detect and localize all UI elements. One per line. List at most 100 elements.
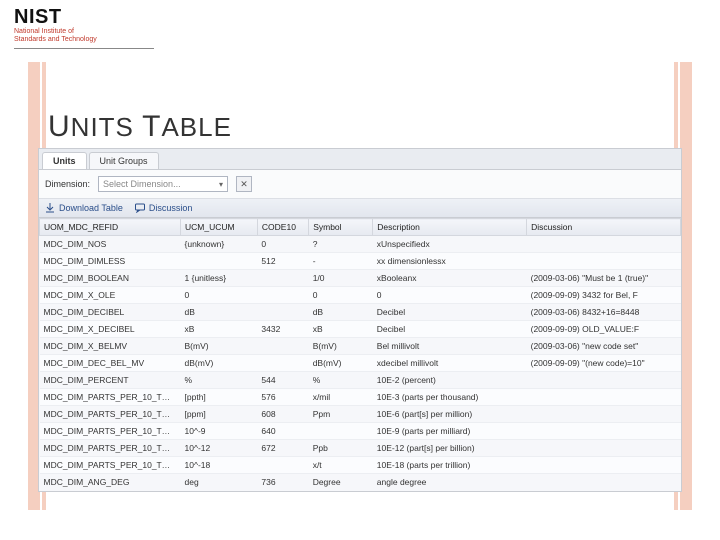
table-row[interactable]: MDC_DIM_PARTS_PER_10_TO_1810^-18x/t10E-1…	[40, 457, 681, 474]
table-row[interactable]: MDC_DIM_PARTS_PER_10_TO_1210^-12672Ppb10…	[40, 440, 681, 457]
table-row[interactable]: MDC_DIM_DECIBELdBdBDecibel(2009-03-06) 8…	[40, 304, 681, 321]
table-cell: B(mV)	[309, 338, 373, 355]
discussion-icon	[135, 203, 145, 213]
table-cell: MDC_DIM_BOOLEAN	[40, 270, 181, 287]
table-cell: 3432	[257, 321, 308, 338]
table-cell	[527, 253, 681, 270]
table-cell: MDC_DIM_ANG_DEG	[40, 474, 181, 489]
table-cell: 672	[257, 440, 308, 457]
table-cell: 544	[257, 372, 308, 389]
table-cell: x/mil	[309, 389, 373, 406]
table-row[interactable]: MDC_DIM_NOS{unknown}0?xUnspecifiedx	[40, 236, 681, 253]
table-cell: MDC_DIM_PERCENT	[40, 372, 181, 389]
table-cell: -	[309, 253, 373, 270]
table-cell: dB	[181, 304, 258, 321]
table-cell: MDC_DIM_PARTS_PER_10_TO_3	[40, 389, 181, 406]
table-cell: 10^-9	[181, 423, 258, 440]
table-cell: 0	[309, 287, 373, 304]
table-row[interactable]: MDC_DIM_ANG_DEGdeg736Degreeangle degree	[40, 474, 681, 489]
logo-underline	[14, 48, 154, 49]
table-cell: %	[309, 372, 373, 389]
table-cell: 736	[257, 474, 308, 489]
table-cell	[527, 423, 681, 440]
table-cell: (2009-03-06) "new code set"	[527, 338, 681, 355]
table-cell	[257, 338, 308, 355]
table-cell: MDC_DIM_X_DECIBEL	[40, 321, 181, 338]
table-cell: [ppm]	[181, 406, 258, 423]
table-cell	[527, 474, 681, 489]
table-cell: MDC_DIM_PARTS_PER_10_TO_12	[40, 440, 181, 457]
table-cell: dB(mV)	[309, 355, 373, 372]
dimension-label: Dimension:	[45, 179, 90, 189]
table-cell	[257, 270, 308, 287]
chevron-down-icon: ▾	[219, 180, 223, 189]
dimension-select[interactable]: Select Dimension... ▾	[98, 176, 228, 192]
table-cell	[257, 457, 308, 474]
download-table-button[interactable]: Download Table	[45, 203, 123, 213]
table-row[interactable]: MDC_DIM_PARTS_PER_10_TO_3[ppth]576x/mil1…	[40, 389, 681, 406]
col-header[interactable]: Description	[373, 219, 527, 236]
table-row[interactable]: MDC_DIM_X_BELMVB(mV)B(mV)Bel millivolt(2…	[40, 338, 681, 355]
table-cell: 1/0	[309, 270, 373, 287]
col-header[interactable]: Symbol	[309, 219, 373, 236]
table-cell: 0	[373, 287, 527, 304]
table-cell	[181, 253, 258, 270]
col-header[interactable]: CODE10	[257, 219, 308, 236]
table-cell: (2009-09-09) 3432 for Bel, F	[527, 287, 681, 304]
discussion-button[interactable]: Discussion	[135, 203, 193, 213]
tab-units[interactable]: Units	[42, 152, 87, 169]
table-cell: 10E-2 (percent)	[373, 372, 527, 389]
table-cell: 10^-12	[181, 440, 258, 457]
table-cell: 0	[181, 287, 258, 304]
table-cell: MDC_DIM_DEC_BEL_MV	[40, 355, 181, 372]
table-cell: Ppm	[309, 406, 373, 423]
table-cell: Decibel	[373, 304, 527, 321]
table-header-row: UOM_MDC_REFID UCM_UCUM CODE10 Symbol Des…	[40, 219, 681, 236]
table-cell: 10E-18 (parts per trillion)	[373, 457, 527, 474]
table-cell: (2009-03-06) 8432+16=8448	[527, 304, 681, 321]
table-cell: Ppb	[309, 440, 373, 457]
table-cell: xdecibel millivolt	[373, 355, 527, 372]
col-header[interactable]: UCM_UCUM	[181, 219, 258, 236]
table-cell	[309, 423, 373, 440]
table-row[interactable]: MDC_DIM_PARTS_PER_10_TO_6[ppm]608Ppm10E-…	[40, 406, 681, 423]
table-cell: 10E-6 (part[s] per million)	[373, 406, 527, 423]
table-cell: %	[181, 372, 258, 389]
table-cell	[257, 304, 308, 321]
grid-toolbar: Download Table Discussion	[39, 199, 681, 218]
table-cell: x/t	[309, 457, 373, 474]
clear-filter-button[interactable]: ✕	[236, 176, 252, 192]
grid-scroll[interactable]: UOM_MDC_REFID UCM_UCUM CODE10 Symbol Des…	[39, 218, 681, 488]
table-cell: xBooleanx	[373, 270, 527, 287]
table-row[interactable]: MDC_DIM_X_OLE000(2009-09-09) 3432 for Be…	[40, 287, 681, 304]
table-cell	[527, 389, 681, 406]
table-row[interactable]: MDC_DIM_DEC_BEL_MVdB(mV)dB(mV)xdecibel m…	[40, 355, 681, 372]
table-cell: MDC_DIM_PARTS_PER_10_TO_18	[40, 457, 181, 474]
table-cell	[257, 287, 308, 304]
download-icon	[45, 203, 55, 213]
col-header[interactable]: UOM_MDC_REFID	[40, 219, 181, 236]
table-cell: xB	[309, 321, 373, 338]
table-cell: xB	[181, 321, 258, 338]
table-cell	[257, 355, 308, 372]
tab-unit-groups[interactable]: Unit Groups	[89, 152, 159, 169]
table-cell: (2009-03-06) "Must be 1 (true)"	[527, 270, 681, 287]
table-cell: B(mV)	[181, 338, 258, 355]
col-header[interactable]: Discussion	[527, 219, 681, 236]
table-cell: dB(mV)	[181, 355, 258, 372]
table-cell: 512	[257, 253, 308, 270]
table-cell: MDC_DIM_DIMLESS	[40, 253, 181, 270]
table-cell: MDC_DIM_DECIBEL	[40, 304, 181, 321]
table-cell: 10E-3 (parts per thousand)	[373, 389, 527, 406]
table-row[interactable]: MDC_DIM_DIMLESS512-xx dimensionlessx	[40, 253, 681, 270]
table-cell: angle degree	[373, 474, 527, 489]
page-title: UNITS TABLE	[48, 110, 232, 144]
table-cell: ?	[309, 236, 373, 253]
table-cell: MDC_DIM_PARTS_PER_10_TO_6	[40, 406, 181, 423]
table-row[interactable]: MDC_DIM_PARTS_PER_10_TO_910^-964010E-9 (…	[40, 423, 681, 440]
table-row[interactable]: MDC_DIM_PERCENT%544%10E-2 (percent)	[40, 372, 681, 389]
table-row[interactable]: MDC_DIM_X_DECIBELxB3432xBDecibel(2009-09…	[40, 321, 681, 338]
table-row[interactable]: MDC_DIM_BOOLEAN1 {unitless}1/0xBooleanx(…	[40, 270, 681, 287]
table-cell: (2009-09-09) OLD_VALUE:F	[527, 321, 681, 338]
table-cell: MDC_DIM_PARTS_PER_10_TO_9	[40, 423, 181, 440]
